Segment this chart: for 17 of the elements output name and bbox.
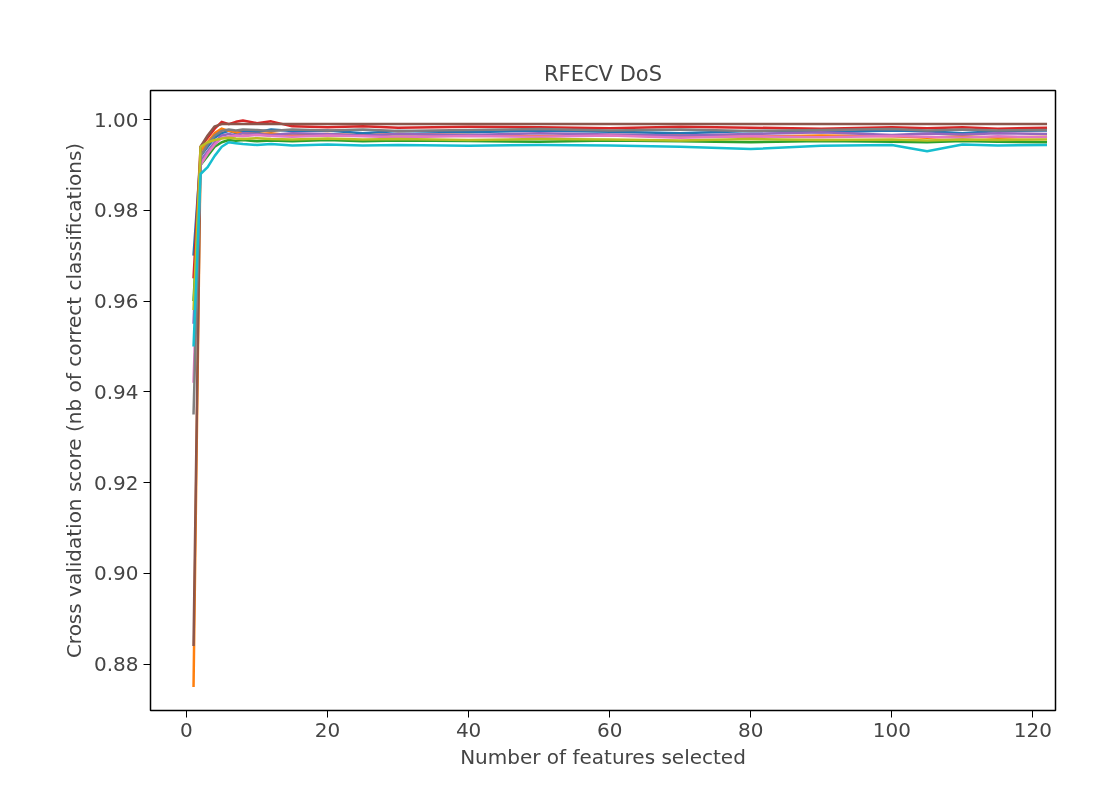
x-axis-title: Number of features selected (460, 744, 746, 769)
x-tick-label: 120 (1013, 717, 1053, 742)
y-tick-label: 0.98 (93, 198, 139, 223)
y-tick-label: 0.92 (93, 470, 139, 495)
y-tick-label: 0.90 (93, 561, 139, 586)
x-tick-label: 40 (455, 717, 482, 742)
x-tick-label: 100 (872, 717, 911, 742)
y-axis-title: Cross validation score (nb of correct classifications) (61, 142, 86, 659)
y-tick-label: 0.94 (93, 379, 139, 404)
y-tick-label: 0.88 (93, 652, 139, 677)
x-tick-label: 60 (596, 717, 623, 742)
x-tick-label: 0 (180, 717, 193, 742)
x-tick-label: 80 (738, 717, 764, 742)
y-tick-label: 1.00 (93, 107, 139, 132)
chart-title: RFECV DoS (544, 61, 662, 86)
y-tick-label: 0.96 (93, 289, 139, 314)
x-tick-label: 20 (314, 717, 341, 742)
